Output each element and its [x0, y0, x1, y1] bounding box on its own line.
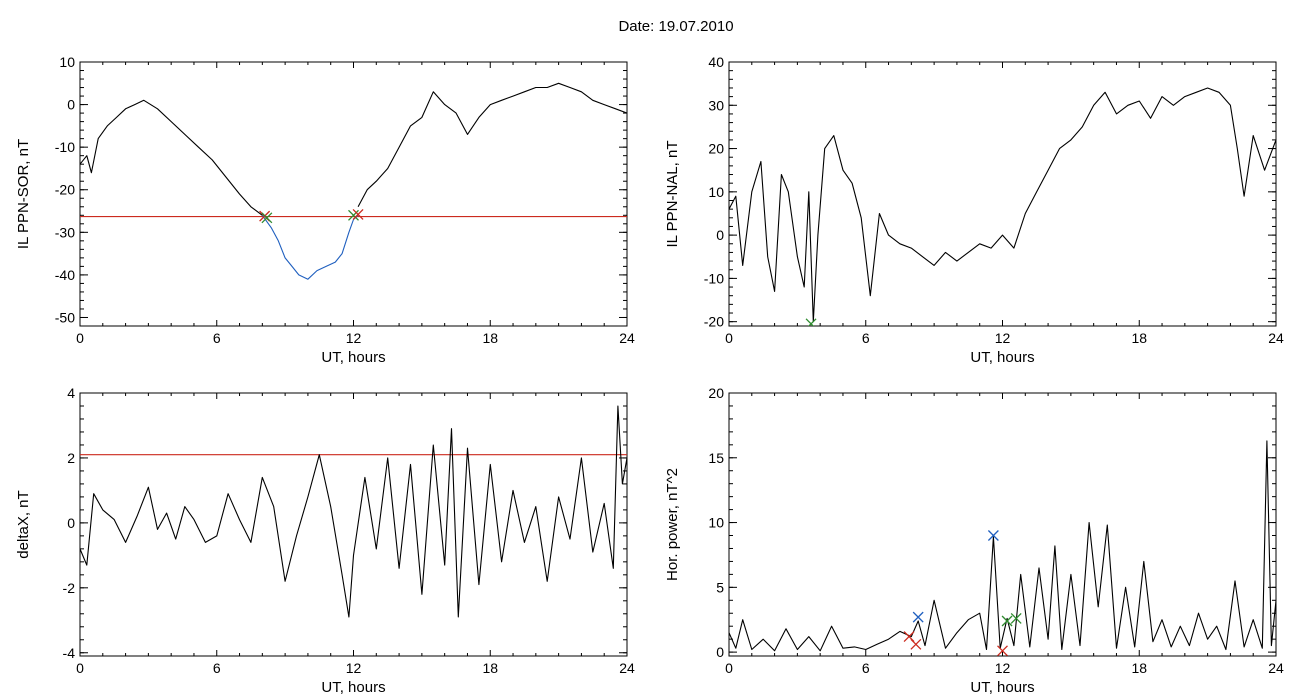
- y-tick-label: -20: [704, 314, 724, 330]
- y-tick-label: 2: [67, 450, 75, 466]
- figure-title: Date: 19.07.2010: [618, 18, 734, 35]
- y-tick-label: -40: [55, 267, 75, 283]
- panel-hor-power: 0 6 12 18 24 0 5 10 15 20 UT, hours Hor. power, nT^…: [664, 385, 1284, 696]
- y-tick-label: -4: [63, 645, 76, 661]
- x-axis-label: UT, hours: [970, 679, 1034, 696]
- series-line-0: [80, 405, 627, 618]
- x-tick-label: 0: [725, 330, 733, 346]
- y-tick-label: -50: [55, 309, 75, 325]
- y-tick-label: 0: [67, 97, 75, 113]
- series-line-0: [729, 440, 1276, 652]
- marker-cross: [1010, 612, 1022, 624]
- x-tick-label: 18: [1131, 660, 1147, 676]
- x-axis-label: UT, hours: [970, 349, 1034, 366]
- y-tick-label: -20: [55, 182, 75, 198]
- y-tick-label: 5: [716, 579, 724, 595]
- marker-stroke: [987, 530, 999, 541]
- x-tick-label: 0: [76, 660, 84, 676]
- y-tick-label: 4: [67, 385, 75, 401]
- plot-area: [80, 82, 627, 280]
- y-tick-label: 0: [716, 227, 724, 243]
- x-tick-label: 24: [1268, 330, 1284, 346]
- y-tick-label: 0: [716, 644, 724, 660]
- marker-cross: [352, 208, 364, 220]
- plot-area: [80, 405, 627, 618]
- y-tick-label: 10: [708, 184, 724, 200]
- marker-stroke: [910, 638, 922, 650]
- x-tick-label: 12: [995, 330, 1011, 346]
- marker-cross: [910, 638, 922, 650]
- y-tick-label: 40: [708, 54, 724, 70]
- y-tick-label: -10: [704, 270, 724, 286]
- marker-stroke: [1010, 612, 1022, 624]
- series-line-2: [357, 82, 627, 208]
- x-axis-label: UT, hours: [321, 679, 385, 696]
- y-tick-label: 0: [67, 515, 75, 531]
- panel-il-ppn-nal: 0 6 12 18 24 -20 -10 0 10 20 30 40 UT, hours IL PPN-N…: [664, 54, 1284, 366]
- x-tick-label: 12: [346, 330, 362, 346]
- x-tick-label: 24: [619, 660, 635, 676]
- x-tick-label: 6: [213, 660, 221, 676]
- plot-area: [729, 87, 1276, 326]
- marker-cross: [987, 530, 999, 541]
- y-tick-label: -30: [55, 224, 75, 240]
- marker-stroke: [261, 212, 273, 224]
- y-tick-label: 10: [708, 515, 724, 531]
- plot-frame: [79, 61, 628, 327]
- marker-stroke: [807, 318, 817, 326]
- y-tick-label: 10: [59, 54, 75, 70]
- x-tick-label: 6: [862, 330, 870, 346]
- y-tick-label: -10: [55, 139, 75, 155]
- y-axis-label: IL PPN-SOR, nT: [15, 139, 32, 249]
- marker-stroke: [997, 645, 1008, 656]
- marker-cross: [903, 631, 915, 643]
- marker-cross: [348, 209, 359, 221]
- plot-area: [729, 440, 1276, 656]
- y-tick-label: 30: [708, 97, 724, 113]
- marker-cross: [805, 318, 817, 326]
- series-line-0: [80, 99, 263, 216]
- x-tick-label: 12: [346, 660, 362, 676]
- marker-stroke: [903, 631, 915, 643]
- series-line-1: [261, 214, 359, 280]
- x-tick-label: 18: [482, 660, 498, 676]
- marker-cross: [997, 645, 1008, 656]
- marker-cross: [912, 611, 924, 623]
- marker-cross: [261, 212, 273, 224]
- x-tick-label: 12: [995, 660, 1011, 676]
- marker-stroke: [348, 209, 359, 221]
- marker-stroke: [912, 611, 924, 623]
- x-tick-label: 0: [76, 330, 84, 346]
- y-axis-label: deltaX, nT: [15, 490, 32, 558]
- y-axis-label: IL PPN-NAL, nT: [664, 141, 681, 248]
- x-tick-label: 0: [725, 660, 733, 676]
- y-axis-label: Hor. power, nT^2: [664, 468, 681, 581]
- x-tick-label: 18: [1131, 330, 1147, 346]
- y-tick-label: 20: [708, 385, 724, 401]
- plot-frame: [79, 392, 628, 657]
- y-tick-label: 20: [708, 141, 724, 157]
- plot-frame: [728, 61, 1277, 327]
- marker-stroke: [1001, 615, 1013, 627]
- x-tick-label: 24: [1268, 660, 1284, 676]
- x-axis-label: UT, hours: [321, 349, 385, 366]
- x-tick-label: 6: [213, 330, 221, 346]
- marker-stroke: [352, 208, 364, 220]
- panel-il-ppn-sor: 0 6 12 18 24 -50 -40 -30 -20 -10 0 10 UT, hours IL PP…: [15, 54, 635, 366]
- x-tick-label: 24: [619, 330, 635, 346]
- y-tick-label: -2: [63, 580, 76, 596]
- y-tick-label: 15: [708, 450, 724, 466]
- x-tick-label: 18: [482, 330, 498, 346]
- x-tick-label: 6: [862, 660, 870, 676]
- marker-cross: [1001, 615, 1013, 627]
- series-line-0: [729, 87, 1276, 323]
